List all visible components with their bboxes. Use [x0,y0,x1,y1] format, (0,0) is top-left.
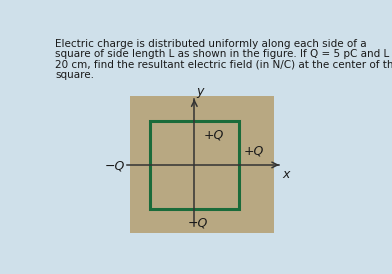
Text: −Q: −Q [187,216,208,230]
Text: +Q: +Q [243,144,264,157]
Text: Electric charge is distributed uniformly along each side of a: Electric charge is distributed uniformly… [55,39,367,49]
Bar [131,96,274,233]
Text: square.: square. [55,70,94,80]
Bar [150,121,239,209]
Text: y: y [197,85,204,98]
Text: 20 cm, find the resultant electric field (in N/C) at the center of the: 20 cm, find the resultant electric field… [55,60,392,70]
Text: +Q: +Q [203,128,224,141]
Text: square of side length L as shown in the figure. If Q = 5 pC and L =: square of side length L as shown in the … [55,49,392,59]
Text: x: x [282,168,290,181]
Text: −Q: −Q [105,160,125,173]
